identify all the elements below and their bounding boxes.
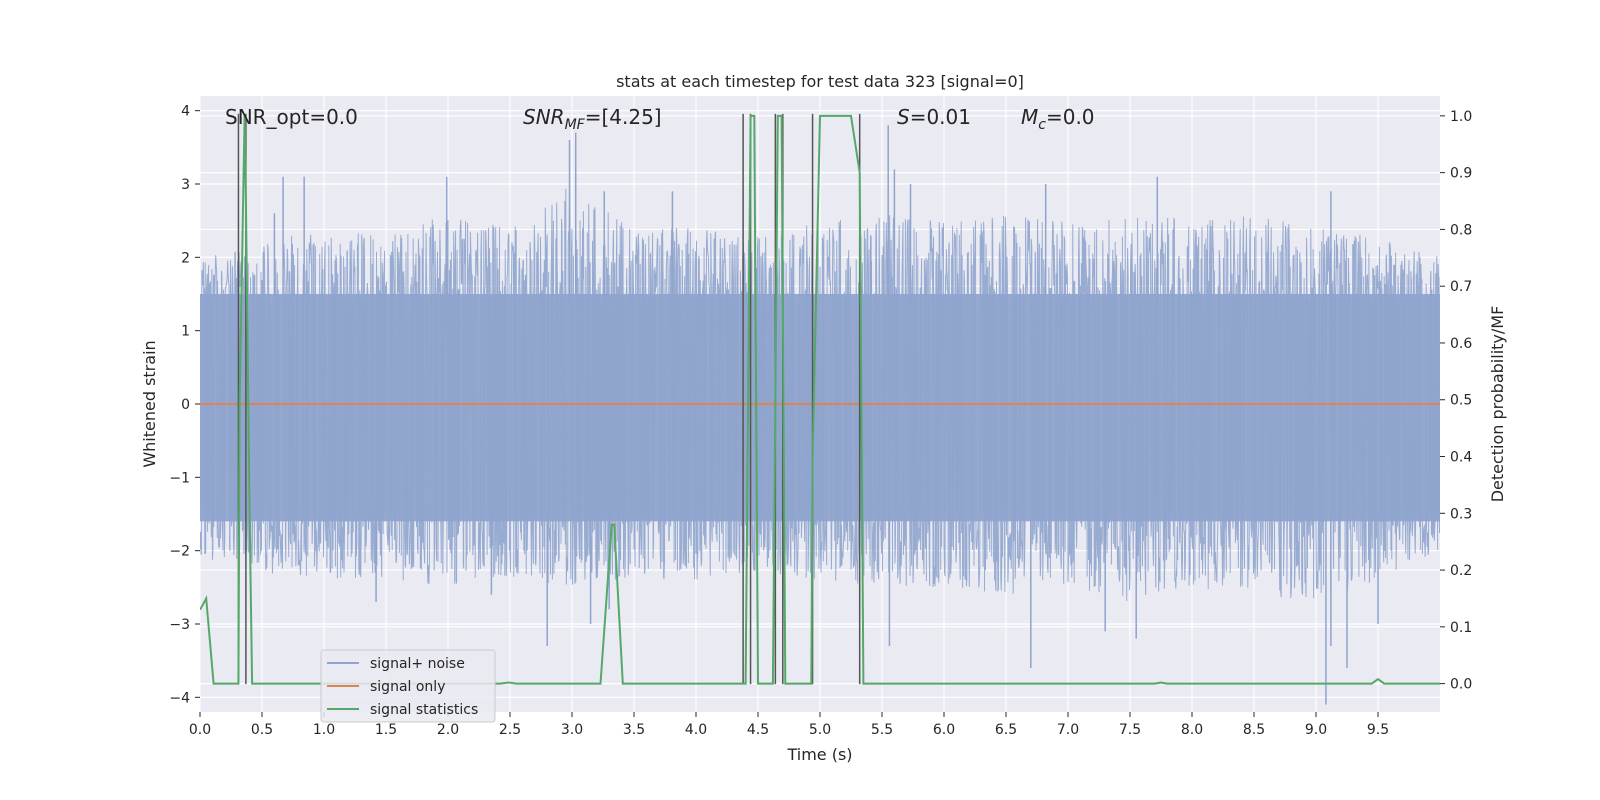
y2-axis-label: Detection probability/MF (1488, 306, 1507, 503)
mc-symbol: M (1021, 105, 1038, 129)
snr-mf-symbol: SNR (523, 105, 565, 129)
legend-label-signal-noise: signal+ noise (370, 656, 465, 672)
y-tick-label: 3 (181, 177, 190, 193)
y2-tick-label: 0.3 (1450, 506, 1472, 522)
x-tick-label: 8.5 (1243, 722, 1265, 738)
signal-statistics-line (200, 114, 1440, 685)
annotation-mc: Mc=0.0 (1021, 105, 1095, 133)
x-tick-label: 2.5 (499, 722, 521, 738)
legend-label-signal-only: signal only (370, 679, 445, 695)
snr-mf-sub: MF (565, 117, 586, 133)
x-tick-label: 9.0 (1305, 722, 1327, 738)
legend-label-signal-statistics: signal statistics (370, 702, 478, 718)
legend: signal+ noise signal only signal statist… (320, 649, 496, 723)
mc-sub: c (1038, 117, 1046, 133)
legend-box (320, 649, 496, 723)
y2-tick-label: 0.8 (1450, 222, 1472, 238)
y2-tick-label: 0.2 (1450, 563, 1472, 579)
y-tick-label: −3 (169, 617, 190, 633)
mc-value: =0.0 (1046, 105, 1095, 129)
y-ticks: −4 −3 −2 −1 0 1 2 3 4 (169, 104, 200, 706)
x-tick-label: 7.0 (1057, 722, 1079, 738)
x-axis-label: Time (s) (786, 745, 852, 764)
x-tick-label: 1.0 (313, 722, 335, 738)
x-tick-label: 2.0 (437, 722, 459, 738)
chart-title: stats at each timestep for test data 323… (616, 72, 1024, 91)
x-tick-label: 9.5 (1367, 722, 1389, 738)
x-tick-label: 5.5 (871, 722, 893, 738)
y-tick-label: −4 (169, 690, 190, 706)
strain-layer (200, 125, 1440, 705)
strain-series-line (200, 188, 1440, 602)
y2-tick-label: 0.1 (1450, 620, 1472, 636)
x-tick-label: 3.5 (623, 722, 645, 738)
x-tick-label: 7.5 (1119, 722, 1141, 738)
s-value: =0.01 (910, 105, 971, 129)
x-tick-label: 6.0 (933, 722, 955, 738)
x-tick-label: 5.0 (809, 722, 831, 738)
x-tick-label: 4.5 (747, 722, 769, 738)
annotation-snr-opt: SNR_opt=0.0 (225, 105, 358, 129)
y2-tick-label: 0.4 (1450, 450, 1472, 466)
annotation-snr-mf: SNRMF=[4.25] (523, 105, 662, 133)
y-axis-label: Whitened strain (140, 340, 159, 467)
y-tick-label: 4 (181, 104, 190, 120)
y2-tick-label: 0.9 (1450, 166, 1472, 182)
y2-tick-label: 1.0 (1450, 109, 1472, 125)
x-tick-label: 0.5 (251, 722, 273, 738)
statistics-layer (200, 114, 1440, 685)
x-tick-label: 6.5 (995, 722, 1017, 738)
y-tick-label: −2 (169, 544, 190, 560)
y2-tick-label: 0.0 (1450, 677, 1472, 693)
x-tick-label: 3.0 (561, 722, 583, 738)
y2-tick-label: 0.6 (1450, 336, 1472, 352)
x-ticks: 0.0 0.5 1.0 1.5 2.0 2.5 3.0 3.5 4.0 4.5 5.0 5.5 6.0 6… (189, 712, 1389, 738)
y-tick-label: −1 (169, 470, 190, 486)
x-tick-label: 0.0 (189, 722, 211, 738)
x-tick-label: 1.5 (375, 722, 397, 738)
snr-mf-value: =[4.25] (585, 105, 662, 129)
x-tick-label: 8.0 (1181, 722, 1203, 738)
x-tick-label: 4.0 (685, 722, 707, 738)
y-tick-label: 1 (181, 324, 190, 340)
s-symbol: S (897, 105, 910, 129)
y2-ticks: 0.0 0.1 0.2 0.3 0.4 0.5 0.6 0.7 0.8 0.9 1.0 (1440, 109, 1472, 693)
annotation-s: S=0.01 (897, 105, 971, 129)
y2-tick-label: 0.5 (1450, 393, 1472, 409)
y2-tick-label: 0.7 (1450, 279, 1472, 295)
y-tick-label: 0 (181, 397, 190, 413)
y-tick-label: 2 (181, 250, 190, 266)
